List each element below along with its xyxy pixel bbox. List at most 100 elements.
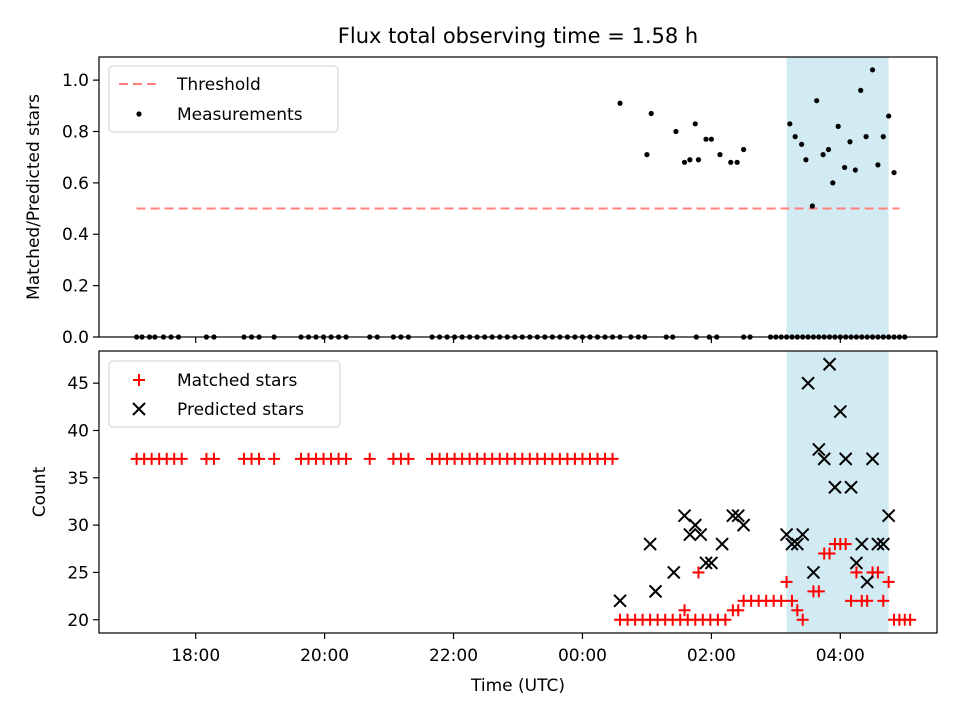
matched-point	[785, 594, 798, 607]
measurement-point	[842, 164, 848, 171]
bottom-panel: 20 25 30 35 40 45 18:00 20:00 22:00 00:00 02:00 04…	[30, 350, 938, 696]
predicted-point	[822, 357, 837, 371]
measurement-point	[891, 169, 897, 176]
predicted-point	[817, 452, 831, 466]
x-tick-label: 04:00	[816, 646, 865, 666]
measurement-point	[695, 157, 702, 163]
predicted-point	[667, 565, 681, 580]
matched-point	[402, 452, 415, 465]
measurement-point	[692, 121, 698, 127]
matched-points	[130, 452, 917, 626]
top-x-ticks	[195, 337, 841, 343]
matched-point	[678, 604, 691, 617]
matched-point	[882, 575, 895, 588]
predicted-point	[731, 508, 745, 523]
predicted-point	[806, 565, 821, 580]
y-tick-label: 45	[67, 374, 89, 394]
measurement-point	[703, 136, 709, 142]
predicted-point	[648, 584, 663, 599]
x-tick-label: 20:00	[300, 646, 349, 666]
predicted-point	[828, 480, 842, 494]
x-tick-label: 02:00	[687, 646, 736, 666]
predicted-point	[779, 527, 794, 542]
measurement-point	[734, 159, 740, 165]
bottom-xlabel: Time (UTC)	[470, 676, 565, 696]
predicted-point	[801, 376, 815, 390]
top-plot-frame	[98, 56, 938, 338]
measurement-point	[792, 134, 798, 140]
measurement-point	[617, 100, 623, 106]
measurement-point	[803, 157, 809, 163]
matched-point	[175, 452, 188, 465]
measurement-point	[858, 87, 864, 93]
y-tick-label: 25	[67, 563, 89, 583]
x-tick-label: 22:00	[429, 646, 478, 666]
measurement-point	[886, 113, 892, 119]
bottom-legend-box	[108, 360, 341, 428]
y-tick-label: 40	[67, 421, 89, 441]
measurement-point	[648, 110, 654, 117]
matched-point	[340, 452, 353, 465]
predicted-point	[849, 556, 864, 570]
matched-point	[207, 452, 220, 465]
y-tick-label: 30	[67, 516, 89, 536]
bottom-legend: Matched stars Predicted stars	[108, 360, 341, 428]
y-tick-label: 0.2	[62, 277, 89, 297]
predicted-point	[715, 537, 729, 551]
matched-point	[871, 566, 884, 579]
legend-matched-label: Matched stars	[177, 371, 297, 391]
predicted-point	[704, 556, 719, 570]
measurement-point	[681, 159, 688, 165]
measurement-point	[880, 134, 886, 140]
matched-point	[796, 613, 809, 626]
predicted-point	[844, 480, 858, 494]
predicted-point	[795, 527, 810, 542]
measurement-point	[820, 152, 826, 158]
matched-point	[692, 566, 705, 579]
top-panel: 0.0 0.2 0.4 0.6 0.8 1.0 Matched/Predicted sta…	[24, 56, 938, 348]
measurement-point	[869, 67, 876, 73]
measurement-point	[835, 123, 841, 129]
bottom-plot-frame	[98, 350, 938, 634]
measurement-point	[852, 167, 858, 173]
bottom-highlight-band	[786, 351, 889, 633]
predicted-point	[613, 594, 627, 608]
bottom-ylabel: Count	[30, 466, 50, 517]
matched-point	[839, 538, 852, 551]
top-legend-box	[108, 65, 339, 133]
measurement-point	[809, 203, 815, 209]
top-legend: Threshold Measurements	[108, 65, 339, 133]
matched-point	[812, 585, 825, 598]
top-ylabel: Matched/Predicted stars	[24, 94, 44, 300]
predicted-point	[855, 537, 869, 551]
legend-threshold-label: Threshold	[176, 75, 261, 95]
y-tick-label: 0.0	[62, 328, 89, 348]
matched-point	[877, 594, 890, 607]
matched-point	[363, 452, 376, 465]
matched-point	[606, 452, 619, 465]
x-tick-label: 00:00	[558, 646, 607, 666]
matched-point	[904, 613, 917, 626]
measurement-point	[875, 162, 881, 168]
y-tick-label: 0.8	[62, 122, 89, 142]
matched-point	[850, 566, 863, 579]
predicted-point	[871, 537, 885, 551]
predicted-point	[865, 452, 880, 466]
measurement-point	[673, 128, 679, 135]
matched-point	[823, 547, 836, 560]
y-tick-label: 0.4	[62, 225, 89, 245]
x-tick-label: 18:00	[171, 646, 220, 666]
predicted-point	[677, 508, 692, 523]
predicted-point	[785, 537, 799, 551]
matched-point	[775, 594, 788, 607]
matched-point	[791, 604, 804, 617]
y-tick-label: 35	[67, 469, 89, 489]
measurement-point	[728, 159, 734, 165]
legend-matched-swatch	[133, 374, 145, 386]
matched-point	[861, 594, 874, 607]
measurement-point	[717, 152, 723, 158]
predicted-points	[613, 357, 896, 608]
matched-point	[780, 575, 793, 588]
measurement-point	[814, 98, 820, 104]
predicted-point	[833, 404, 848, 419]
